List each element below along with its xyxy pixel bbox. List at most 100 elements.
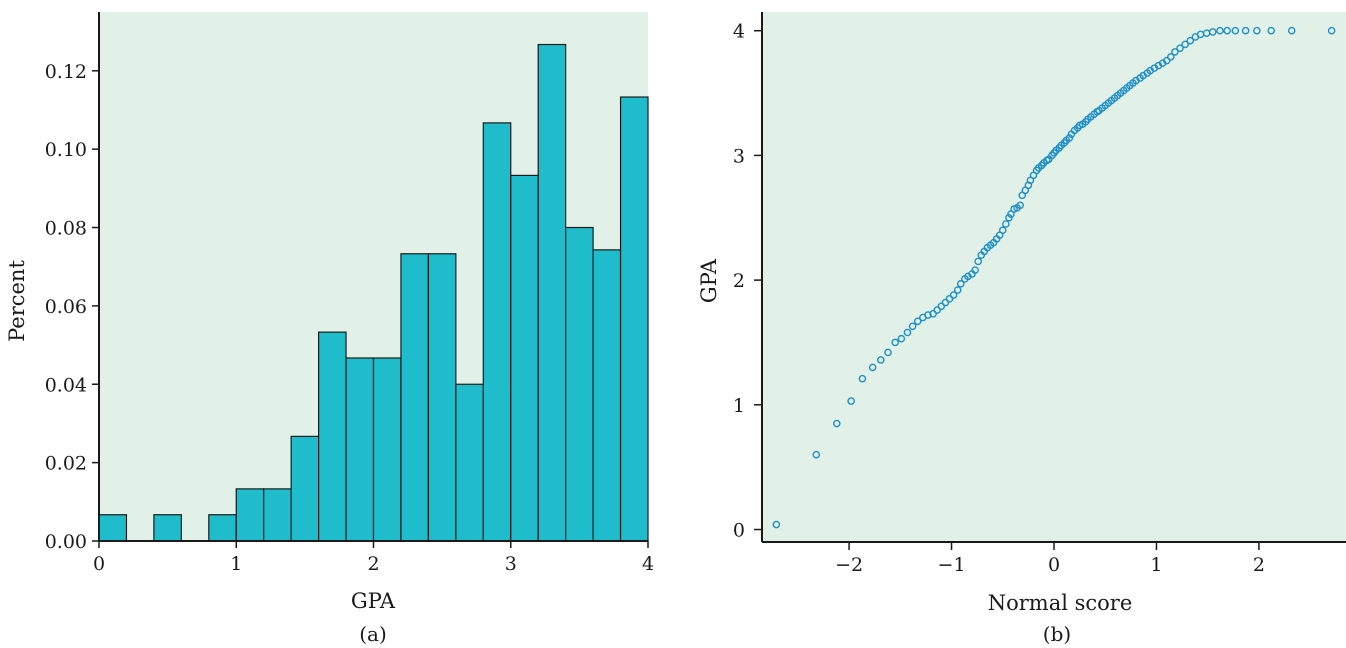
histogram-bar — [208, 514, 237, 542]
x-tick-label: 2 — [1253, 554, 1265, 576]
y-tick-label: 0.10 — [45, 139, 87, 161]
histogram-bar — [510, 174, 539, 542]
data-point — [1241, 26, 1250, 35]
histogram-bar — [427, 253, 457, 542]
histogram-bar — [345, 357, 375, 542]
data-point — [1253, 26, 1261, 35]
data-point — [1065, 134, 1074, 142]
histogram-bar — [318, 331, 347, 542]
y-tick-label: 0.08 — [45, 218, 87, 240]
y-tick-label: 0 — [733, 520, 745, 542]
histogram-bar — [619, 96, 649, 542]
data-point — [868, 363, 877, 372]
x-tick-label: 2 — [367, 553, 379, 575]
data-point — [949, 291, 958, 299]
y-tick-label: 0.12 — [45, 61, 87, 83]
y-axis-label: GPA — [697, 258, 721, 303]
data-point — [858, 374, 867, 383]
data-point — [908, 322, 917, 331]
x-tick-label: 3 — [505, 553, 517, 575]
data-point — [884, 348, 892, 357]
histogram-bar — [263, 488, 292, 542]
y-tick-label: 4 — [733, 21, 745, 43]
y-axis-ticks: 0.00 0.02 0.04 0.06 0.08 0.10 0.12 — [45, 61, 99, 553]
y-tick-label: 2 — [733, 270, 745, 292]
data-point — [933, 306, 942, 314]
histogram-bar — [235, 488, 265, 542]
histogram-bar — [290, 435, 320, 542]
histogram-bar — [482, 122, 512, 542]
data-point — [998, 226, 1007, 235]
x-tick-label: −1 — [938, 554, 966, 576]
data-point — [772, 520, 781, 529]
data-point — [897, 334, 906, 343]
data-point — [941, 298, 950, 307]
data-point — [847, 397, 855, 405]
data-point — [1223, 26, 1231, 35]
histogram-bar — [153, 514, 182, 542]
data-point — [1216, 26, 1224, 35]
data-point — [1005, 213, 1013, 222]
data-point — [1327, 26, 1336, 35]
x-axis-ticks: 0 1 2 3 4 — [93, 541, 654, 575]
data-point — [1231, 26, 1240, 35]
histogram-chart: 0.00 0.02 0.04 0.06 0.08 0.10 0.12 0 1 2 3 4 GPA P… — [5, 12, 654, 646]
data-point — [913, 317, 922, 326]
panel-label-a: (a) — [359, 622, 387, 646]
data-point — [924, 311, 932, 319]
histogram-bars — [98, 43, 649, 542]
y-axis-label: Percent — [5, 260, 29, 342]
x-axis-label: Normal score — [988, 591, 1133, 615]
y-tick-label: 0.06 — [45, 296, 87, 318]
data-point — [1016, 201, 1024, 210]
histogram-bar — [592, 249, 622, 542]
data-point — [877, 356, 885, 364]
data-point — [832, 419, 841, 428]
histogram-bar — [372, 357, 402, 542]
data-point — [1176, 44, 1184, 52]
data-point — [945, 295, 954, 303]
plot-background — [762, 12, 1346, 542]
data-point — [891, 338, 899, 347]
histogram-bar — [537, 43, 567, 542]
y-tick-label: 1 — [733, 395, 745, 417]
data-point — [812, 450, 821, 459]
x-tick-label: 4 — [642, 553, 654, 575]
data-point — [929, 309, 937, 318]
data-point — [1002, 220, 1010, 228]
x-tick-label: 0 — [93, 553, 105, 575]
x-tick-label: 1 — [230, 553, 242, 575]
quantile-points — [772, 26, 1336, 529]
histogram-bar — [98, 514, 128, 542]
data-point — [971, 266, 979, 274]
x-tick-label: 1 — [1150, 554, 1162, 576]
y-tick-label: 0.04 — [45, 374, 87, 396]
x-tick-label: −2 — [835, 554, 863, 576]
normal-quantile-plot: 0 1 2 3 4 −2 −1 0 1 2 Normal score GPA (b) — [697, 12, 1346, 646]
data-point — [1209, 28, 1217, 36]
data-point — [956, 280, 965, 288]
data-point — [1171, 48, 1179, 56]
histogram-bar — [400, 253, 430, 542]
data-point — [974, 257, 982, 266]
y-tick-label: 0.02 — [45, 453, 87, 475]
x-tick-label: 0 — [1048, 554, 1060, 576]
data-point — [1167, 53, 1175, 61]
data-point — [1186, 36, 1195, 45]
data-point — [953, 286, 962, 294]
data-point — [1162, 56, 1171, 65]
panel-label-b: (b) — [1043, 622, 1071, 646]
y-tick-label: 0.00 — [45, 531, 87, 553]
y-axis-ticks: 0 1 2 3 4 — [733, 21, 762, 542]
y-tick-label: 3 — [733, 145, 745, 167]
data-point — [903, 328, 912, 337]
histogram-bar — [565, 226, 594, 542]
x-axis-ticks: −2 −1 0 1 2 — [835, 542, 1265, 576]
data-point — [1287, 26, 1296, 35]
data-point — [1267, 26, 1276, 35]
x-axis-label: GPA — [351, 589, 396, 613]
histogram-bar — [455, 383, 484, 542]
data-point — [1181, 40, 1189, 49]
data-point — [937, 302, 946, 311]
